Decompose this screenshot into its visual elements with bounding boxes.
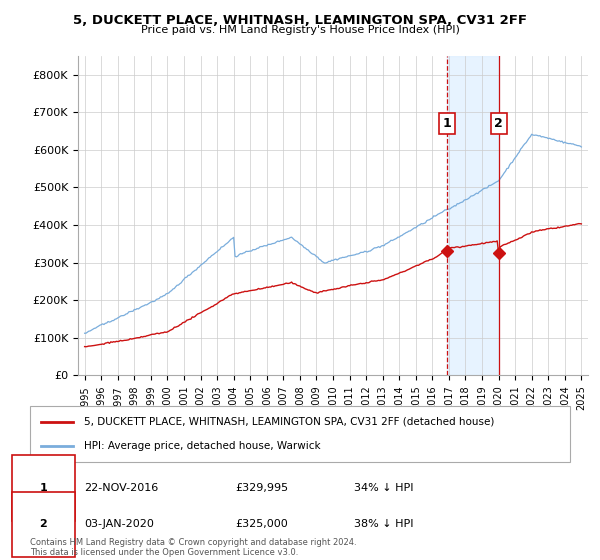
Text: 03-JAN-2020: 03-JAN-2020 bbox=[84, 520, 154, 529]
Text: Price paid vs. HM Land Registry's House Price Index (HPI): Price paid vs. HM Land Registry's House … bbox=[140, 25, 460, 35]
Text: 5, DUCKETT PLACE, WHITNASH, LEAMINGTON SPA, CV31 2FF: 5, DUCKETT PLACE, WHITNASH, LEAMINGTON S… bbox=[73, 14, 527, 27]
Text: 5, DUCKETT PLACE, WHITNASH, LEAMINGTON SPA, CV31 2FF (detached house): 5, DUCKETT PLACE, WHITNASH, LEAMINGTON S… bbox=[84, 417, 494, 427]
Text: 2: 2 bbox=[494, 117, 503, 130]
Text: £325,000: £325,000 bbox=[235, 520, 288, 529]
Text: £329,995: £329,995 bbox=[235, 483, 289, 493]
Text: HPI: Average price, detached house, Warwick: HPI: Average price, detached house, Warw… bbox=[84, 441, 320, 451]
Text: 22-NOV-2016: 22-NOV-2016 bbox=[84, 483, 158, 493]
Text: 1: 1 bbox=[443, 117, 451, 130]
Text: 34% ↓ HPI: 34% ↓ HPI bbox=[354, 483, 413, 493]
FancyBboxPatch shape bbox=[30, 406, 570, 462]
Text: 2: 2 bbox=[40, 520, 47, 529]
Text: 38% ↓ HPI: 38% ↓ HPI bbox=[354, 520, 413, 529]
Text: Contains HM Land Registry data © Crown copyright and database right 2024.
This d: Contains HM Land Registry data © Crown c… bbox=[30, 538, 356, 557]
Bar bbox=[447, 56, 499, 375]
Text: 1: 1 bbox=[40, 483, 47, 493]
